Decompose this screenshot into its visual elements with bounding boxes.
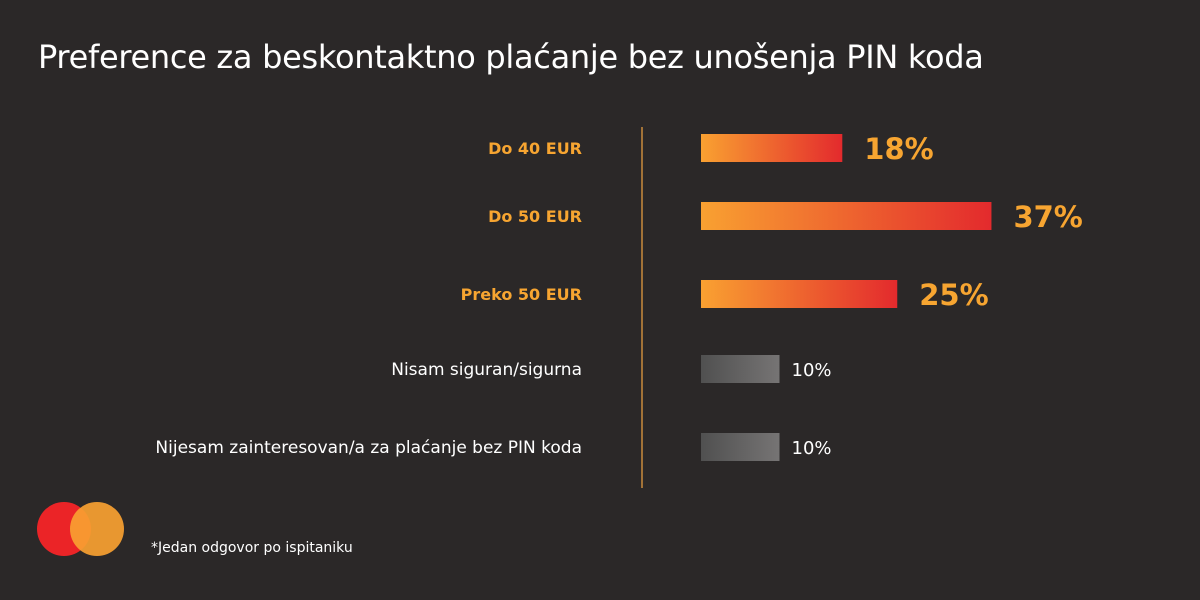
category-label: Do 50 EUR <box>488 207 582 226</box>
bar <box>701 280 898 308</box>
category-label: Nijesam zainteresovan/a za plaćanje bez … <box>155 438 582 458</box>
category-label: Preko 50 EUR <box>461 285 582 304</box>
mastercard-logo-icon <box>37 502 124 556</box>
bar <box>701 433 780 461</box>
bar <box>701 355 780 383</box>
bar <box>701 134 843 162</box>
category-label: Nisam siguran/sigurna <box>391 360 582 380</box>
footnote: *Jedan odgovor po ispitaniku <box>151 540 353 556</box>
logo-right-circle <box>70 502 124 556</box>
category-label: Do 40 EUR <box>488 139 582 158</box>
chart-title: Preference za beskontaktno plaćanje bez … <box>38 38 984 76</box>
value-label: 37% <box>1013 200 1082 234</box>
bar <box>701 202 992 230</box>
value-label: 18% <box>864 132 933 166</box>
value-label: 10% <box>792 438 832 459</box>
value-label: 10% <box>792 360 832 381</box>
value-label: 25% <box>919 278 988 312</box>
